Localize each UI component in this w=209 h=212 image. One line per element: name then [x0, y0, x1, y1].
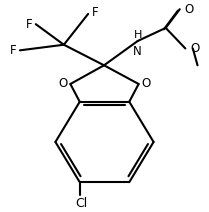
Text: Cl: Cl: [75, 197, 88, 210]
Text: N: N: [133, 45, 142, 58]
Text: F: F: [92, 6, 98, 20]
Text: O: O: [190, 42, 199, 55]
Text: O: O: [58, 78, 68, 91]
Text: O: O: [184, 3, 194, 16]
Text: F: F: [10, 44, 16, 57]
Text: F: F: [25, 18, 32, 31]
Text: H: H: [134, 30, 142, 40]
Text: O: O: [141, 78, 151, 91]
